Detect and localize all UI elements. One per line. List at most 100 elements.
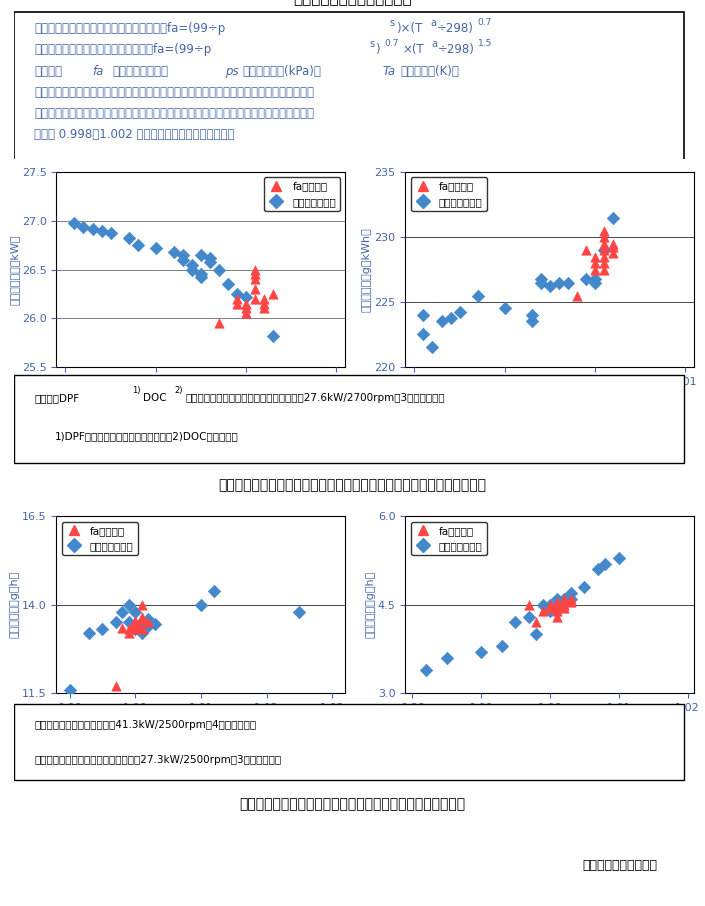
Text: は吸気温度(K)。: は吸気温度(K)。 [400, 65, 460, 78]
Point [537, 603, 548, 618]
Point [558, 601, 570, 615]
Legend: fa一定手法, 従来の試験手法: fa一定手法, 従来の試験手法 [410, 178, 486, 211]
Point [123, 598, 135, 612]
Point [123, 231, 135, 246]
Point [544, 598, 556, 612]
Point [204, 251, 216, 265]
Point [231, 286, 243, 301]
Text: ps: ps [226, 65, 239, 78]
Point [551, 592, 563, 606]
Point [558, 594, 570, 609]
Y-axis label: エンジン出力（kW）: エンジン出力（kW） [9, 235, 19, 304]
Point [132, 238, 143, 253]
Y-axis label: ＰＭ排出量（g／h）: ＰＭ排出量（g／h） [365, 571, 375, 639]
Point [195, 598, 207, 612]
Point [599, 243, 610, 257]
Point [445, 311, 456, 325]
Text: 左図：自然吸気式エンジン（41.3kW/2500rpm：4気筒副室式）: 左図：自然吸気式エンジン（41.3kW/2500rpm：4気筒副室式） [35, 720, 257, 730]
Point [608, 240, 619, 255]
Point [589, 275, 601, 290]
Text: ×(T: ×(T [403, 43, 424, 56]
X-axis label: 大気条件係数: 大気条件係数 [530, 718, 570, 728]
Text: なお、図１、図２におけるデータは、それぞれ同一のエンジンで大気圧（試験実施日）が: なお、図１、図２におけるデータは、それぞれ同一のエンジンで大気圧（試験実施日）が [35, 86, 314, 100]
Point [195, 270, 207, 284]
Text: 1.5: 1.5 [478, 39, 492, 48]
Text: 排気タービン式過給エンジンの場合：fa=(99÷p: 排気タービン式過給エンジンの場合：fa=(99÷p [35, 43, 212, 56]
Point [136, 615, 147, 630]
Point [565, 586, 576, 601]
Point [524, 598, 535, 612]
Point [418, 327, 429, 342]
Point [544, 598, 556, 612]
Point [116, 604, 128, 619]
Point [259, 296, 270, 311]
Point [259, 301, 270, 315]
Point [259, 292, 270, 306]
Point [599, 263, 610, 277]
Point [599, 255, 610, 270]
Point [436, 314, 447, 329]
Point [530, 627, 541, 641]
Point [563, 275, 574, 290]
Point [599, 556, 611, 571]
Point [204, 255, 216, 269]
Text: 2): 2) [175, 386, 183, 395]
Point [592, 562, 603, 577]
Point [97, 622, 108, 637]
Point [558, 598, 570, 612]
Point [599, 224, 610, 238]
Point [130, 622, 141, 637]
Point [105, 226, 116, 241]
Point [186, 257, 197, 272]
Point [294, 604, 305, 619]
Text: 係数を 0.998〜1.002 の範囲内に納めたものである。: 係数を 0.998〜1.002 の範囲内に納めたものである。 [35, 128, 235, 141]
Point [142, 612, 154, 626]
Point [136, 622, 147, 637]
Text: 表　大気条件係数の算出方法: 表 大気条件係数の算出方法 [293, 0, 412, 6]
Point [524, 609, 535, 623]
Point [551, 609, 563, 623]
Point [565, 592, 576, 606]
Point [96, 223, 107, 237]
Point [551, 598, 563, 612]
X-axis label: 大気条件係数: 大気条件係数 [530, 392, 570, 402]
Text: ここで、: ここで、 [35, 65, 63, 78]
Point [186, 262, 197, 276]
Text: ): ) [376, 43, 380, 56]
Point [130, 617, 141, 631]
Point [250, 272, 261, 286]
Text: s: s [390, 18, 395, 28]
Point [240, 290, 252, 304]
Point [214, 316, 225, 331]
Point [87, 221, 98, 236]
Text: a: a [430, 18, 436, 28]
Text: （清水一史、西川純）: （清水一史、西川純） [582, 859, 657, 872]
Text: 自然吸気及び機械式過給エンジンの場合：fa=(99÷p: 自然吸気及び機械式過給エンジンの場合：fa=(99÷p [35, 22, 226, 35]
Text: は大気条件係数、: は大気条件係数、 [112, 65, 168, 78]
Point [231, 292, 243, 306]
Point [250, 267, 261, 282]
Point [537, 598, 548, 612]
Text: 0.7: 0.7 [384, 39, 399, 48]
Point [499, 301, 510, 315]
Text: )×(T: )×(T [396, 22, 423, 35]
Point [530, 615, 541, 630]
Point [454, 305, 465, 320]
Text: 右図：排気タービン式過給エンジン（27.3kW/2500rpm：3気筒副室式）: 右図：排気タービン式過給エンジン（27.3kW/2500rpm：3気筒副室式） [35, 756, 281, 766]
X-axis label: 大気条件係数: 大気条件係数 [181, 392, 221, 402]
Text: fa: fa [92, 65, 104, 78]
Text: ÷298): ÷298) [436, 22, 473, 35]
Point [195, 247, 207, 262]
Point [142, 615, 154, 630]
Point [544, 601, 556, 615]
Point [136, 621, 147, 635]
Legend: fa一定手法, 従来の試験手法: fa一定手法, 従来の試験手法 [61, 522, 137, 555]
Point [589, 263, 601, 277]
Point [551, 603, 563, 618]
Point [599, 230, 610, 245]
Point [608, 210, 619, 225]
Point [130, 615, 141, 630]
Text: 1)DPF：粒子状物質捕集フィルター　2)DOC：酸化触媒: 1)DPF：粒子状物質捕集フィルター 2)DOC：酸化触媒 [55, 431, 238, 441]
Point [209, 583, 220, 598]
Point [130, 604, 141, 619]
